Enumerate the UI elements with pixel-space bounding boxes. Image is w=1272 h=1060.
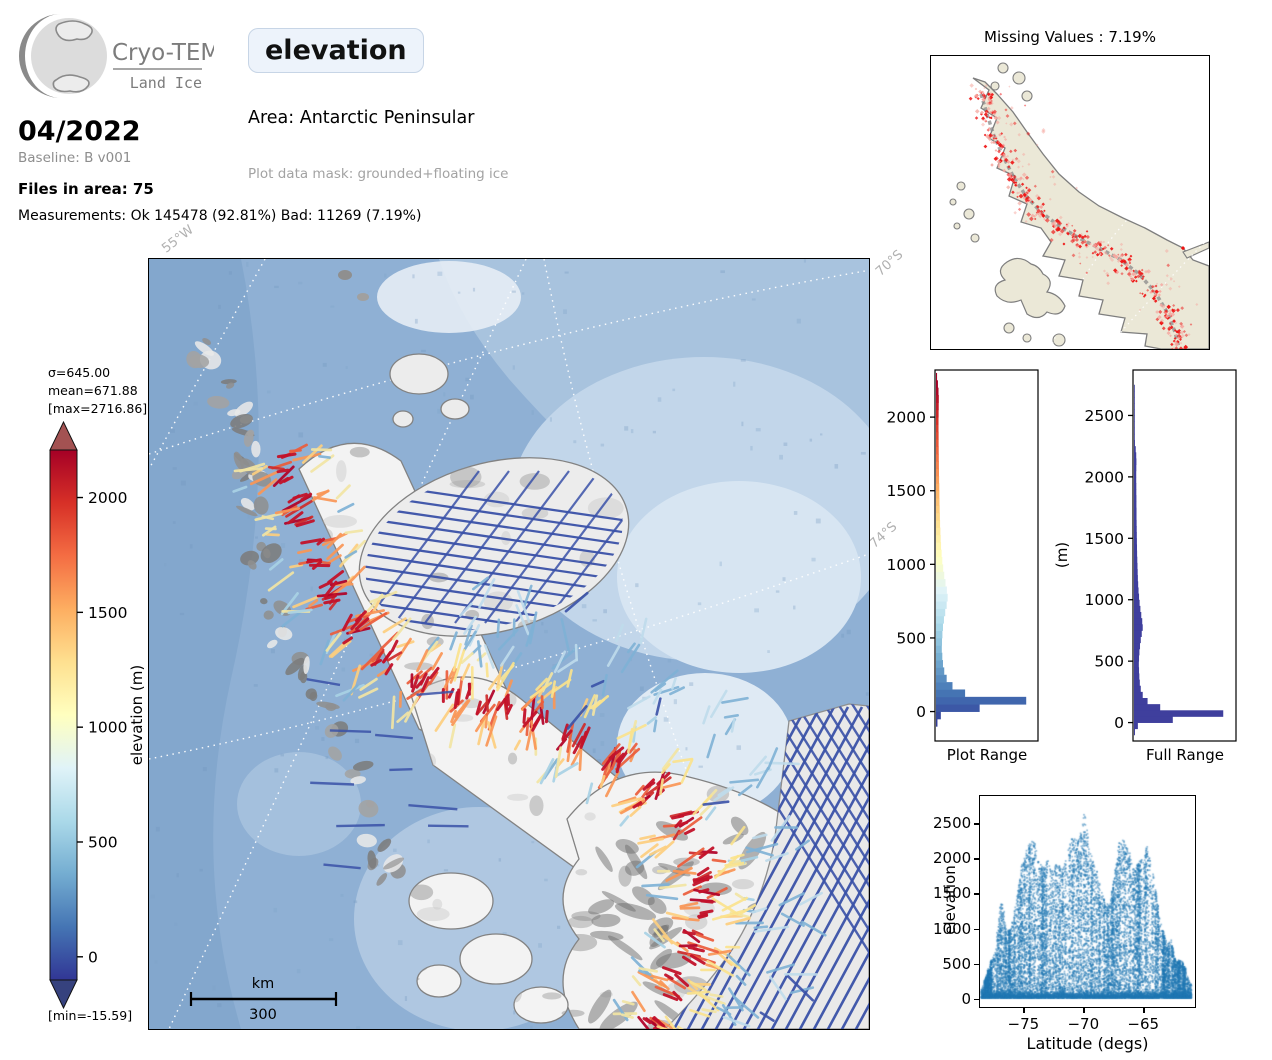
svg-text:Cryo-TEMPO: Cryo-TEMPO	[112, 40, 214, 66]
missing-values-title: Missing Values : 7.19%	[984, 28, 1156, 46]
full-range-title: Full Range	[1146, 746, 1224, 764]
svg-text:2000: 2000	[887, 409, 926, 427]
svg-text:500: 500	[896, 629, 926, 647]
svg-text:0: 0	[1114, 714, 1124, 732]
svg-text:1500: 1500	[1085, 530, 1124, 548]
svg-text:km: km	[252, 976, 275, 992]
full-range-y-label: (m)	[1053, 541, 1071, 569]
colorbar-sigma: σ=645.00	[48, 365, 111, 380]
colorbar-min-label: [min=-15.59]	[48, 1008, 133, 1023]
plot-range-title: Plot Range	[946, 746, 1028, 764]
scatter-ytick: 1500	[933, 884, 972, 903]
scale-bar: km 300	[189, 976, 338, 1023]
colorbar-stats: σ=645.00 mean=671.88 [max=2716.86]	[48, 364, 147, 418]
scatter-ytick: 2000	[933, 849, 972, 868]
colorbar-max: [max=2716.86]	[48, 401, 148, 416]
svg-text:1000: 1000	[88, 719, 127, 737]
svg-text:2000: 2000	[88, 489, 127, 507]
graticule-lines	[149, 259, 869, 1029]
svg-text:Land Ice: Land Ice	[130, 74, 202, 92]
missing-values-map	[930, 55, 1210, 350]
full-range-histogram: 0 500 1000 1500 2000 2500	[1085, 369, 1237, 742]
colorbar-mean: mean=671.88	[48, 383, 138, 398]
graticule-label-55w: 55°W	[159, 222, 197, 257]
main-map: km 300	[148, 258, 870, 1030]
colorbar-axis-label: elevation (m)	[128, 664, 146, 766]
variable-badge: elevation	[248, 28, 424, 73]
files-count: Files in area: 75	[18, 180, 154, 198]
svg-text:1000: 1000	[887, 556, 926, 574]
svg-text:500: 500	[1094, 653, 1124, 671]
scatter-xtick: −75	[1007, 1015, 1040, 1033]
scatter-xtick: −65	[1127, 1015, 1160, 1033]
colorbar: 0 500 1000 1500 2000	[49, 420, 127, 1010]
scatter-xtick: −70	[1067, 1015, 1100, 1033]
svg-text:300: 300	[249, 1007, 277, 1023]
elevation-tracks	[232, 443, 827, 1029]
plot-range-histogram: 0 500 1000 1500 2000	[887, 369, 1039, 742]
elevation-latitude-scatter	[979, 795, 1196, 1008]
scatter-x-label: Latitude (degs)	[1026, 1034, 1149, 1053]
scatter-ytick: 0	[961, 989, 971, 1008]
svg-text:0: 0	[88, 948, 98, 966]
cryo-tempo-logo-icon: Cryo-TEMPO Land Ice	[19, 14, 214, 98]
mask-label: Plot data mask: grounded+floating ice	[248, 166, 509, 182]
measurements-summary: Measurements: Ok 145478 (92.81%) Bad: 11…	[18, 208, 422, 224]
svg-text:500: 500	[88, 833, 118, 851]
ice-shelf-east	[664, 703, 869, 1029]
scatter-y-label: elevation	[941, 865, 959, 935]
west-coast-islands	[186, 270, 406, 886]
area-label: Area: Antarctic Peninsular	[248, 108, 475, 128]
scatter-ytick: 2500	[933, 814, 972, 833]
scatter-ytick: 1000	[933, 919, 972, 938]
baseline-label: Baseline: B v001	[18, 150, 132, 166]
svg-text:1500: 1500	[887, 482, 926, 500]
svg-text:1000: 1000	[1085, 591, 1124, 609]
svg-text:1500: 1500	[88, 604, 127, 622]
date-title: 04/2022	[18, 116, 141, 147]
scatter-ytick: 500	[942, 954, 971, 973]
svg-text:2000: 2000	[1085, 468, 1124, 486]
svg-text:2500: 2500	[1085, 407, 1124, 425]
svg-text:0: 0	[916, 703, 926, 721]
graticule-label-70s: 70°S	[873, 247, 907, 280]
